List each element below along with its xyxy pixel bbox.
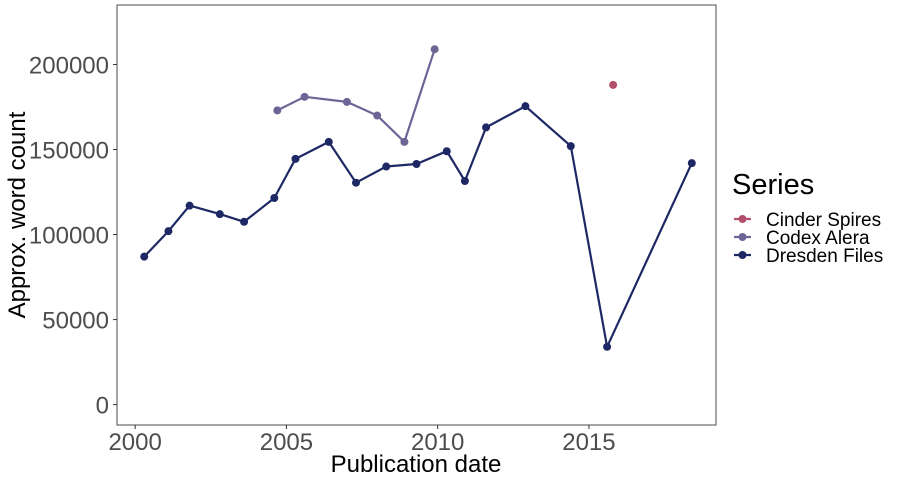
data-point-codex-alera	[273, 106, 282, 115]
data-point-cinder-spires	[609, 80, 618, 89]
y-tick-label: 150000	[29, 138, 109, 165]
data-point-dresden-files	[351, 178, 360, 187]
data-point-dresden-files	[164, 227, 173, 236]
data-point-codex-alera	[342, 97, 351, 106]
series-dresden-files	[140, 102, 696, 351]
legend-item: Codex Alera	[734, 228, 870, 249]
data-point-dresden-files	[324, 137, 333, 146]
series-line-dresden-files	[143, 105, 693, 348]
data-point-dresden-files	[291, 154, 300, 163]
data-point-codex-alera	[373, 111, 382, 120]
data-point-dresden-files	[566, 142, 575, 151]
data-point-dresden-files	[442, 147, 451, 156]
data-point-dresden-files	[460, 176, 469, 185]
data-point-dresden-files	[270, 193, 279, 202]
legend-item: Cinder Spires	[734, 210, 881, 231]
y-axis-title: Approx. word count	[4, 111, 31, 318]
series-cinder-spires	[609, 80, 618, 89]
data-point-dresden-files	[185, 201, 194, 210]
y-tick-label: 200000	[29, 53, 109, 80]
data-point-dresden-files	[240, 217, 249, 226]
data-point-dresden-files	[215, 210, 224, 219]
data-point-dresden-files	[412, 159, 421, 168]
x-tick-label: 2005	[260, 429, 313, 456]
data-point-dresden-files	[140, 252, 149, 261]
data-point-dresden-files	[687, 159, 696, 168]
y-tick-label: 0	[96, 393, 109, 420]
legend-key-point	[738, 233, 747, 241]
legend-label: Dresden Files	[766, 246, 883, 267]
plot-panel	[116, 4, 717, 426]
legend-item: Dresden Files	[734, 246, 883, 267]
legend-label: Cinder Spires	[766, 210, 881, 231]
x-tick-label: 2000	[108, 429, 161, 456]
data-point-dresden-files	[603, 342, 612, 351]
data-point-dresden-files	[382, 162, 391, 171]
x-tick-label: 2010	[411, 429, 464, 456]
axis-ticks: 2000 2005 2010 2015 0 50000 100000 150000 200000	[29, 53, 616, 456]
x-tick-label: 2015	[562, 429, 615, 456]
data-point-codex-alera	[400, 137, 409, 146]
legend-label: Codex Alera	[766, 228, 870, 249]
series-line-codex-alera	[276, 48, 436, 143]
data-point-dresden-files	[521, 102, 530, 111]
y-tick-label: 100000	[29, 223, 109, 250]
legend-key-point	[738, 251, 747, 259]
legend-title: Series	[732, 169, 814, 201]
x-axis-title: Publication date	[331, 451, 502, 478]
series-layer	[140, 45, 696, 351]
data-point-dresden-files	[482, 123, 491, 132]
data-point-codex-alera	[300, 92, 309, 101]
series-codex-alera	[273, 45, 439, 146]
y-tick-label: 50000	[42, 308, 109, 335]
legend-key-point	[738, 215, 747, 223]
data-point-codex-alera	[430, 45, 439, 54]
